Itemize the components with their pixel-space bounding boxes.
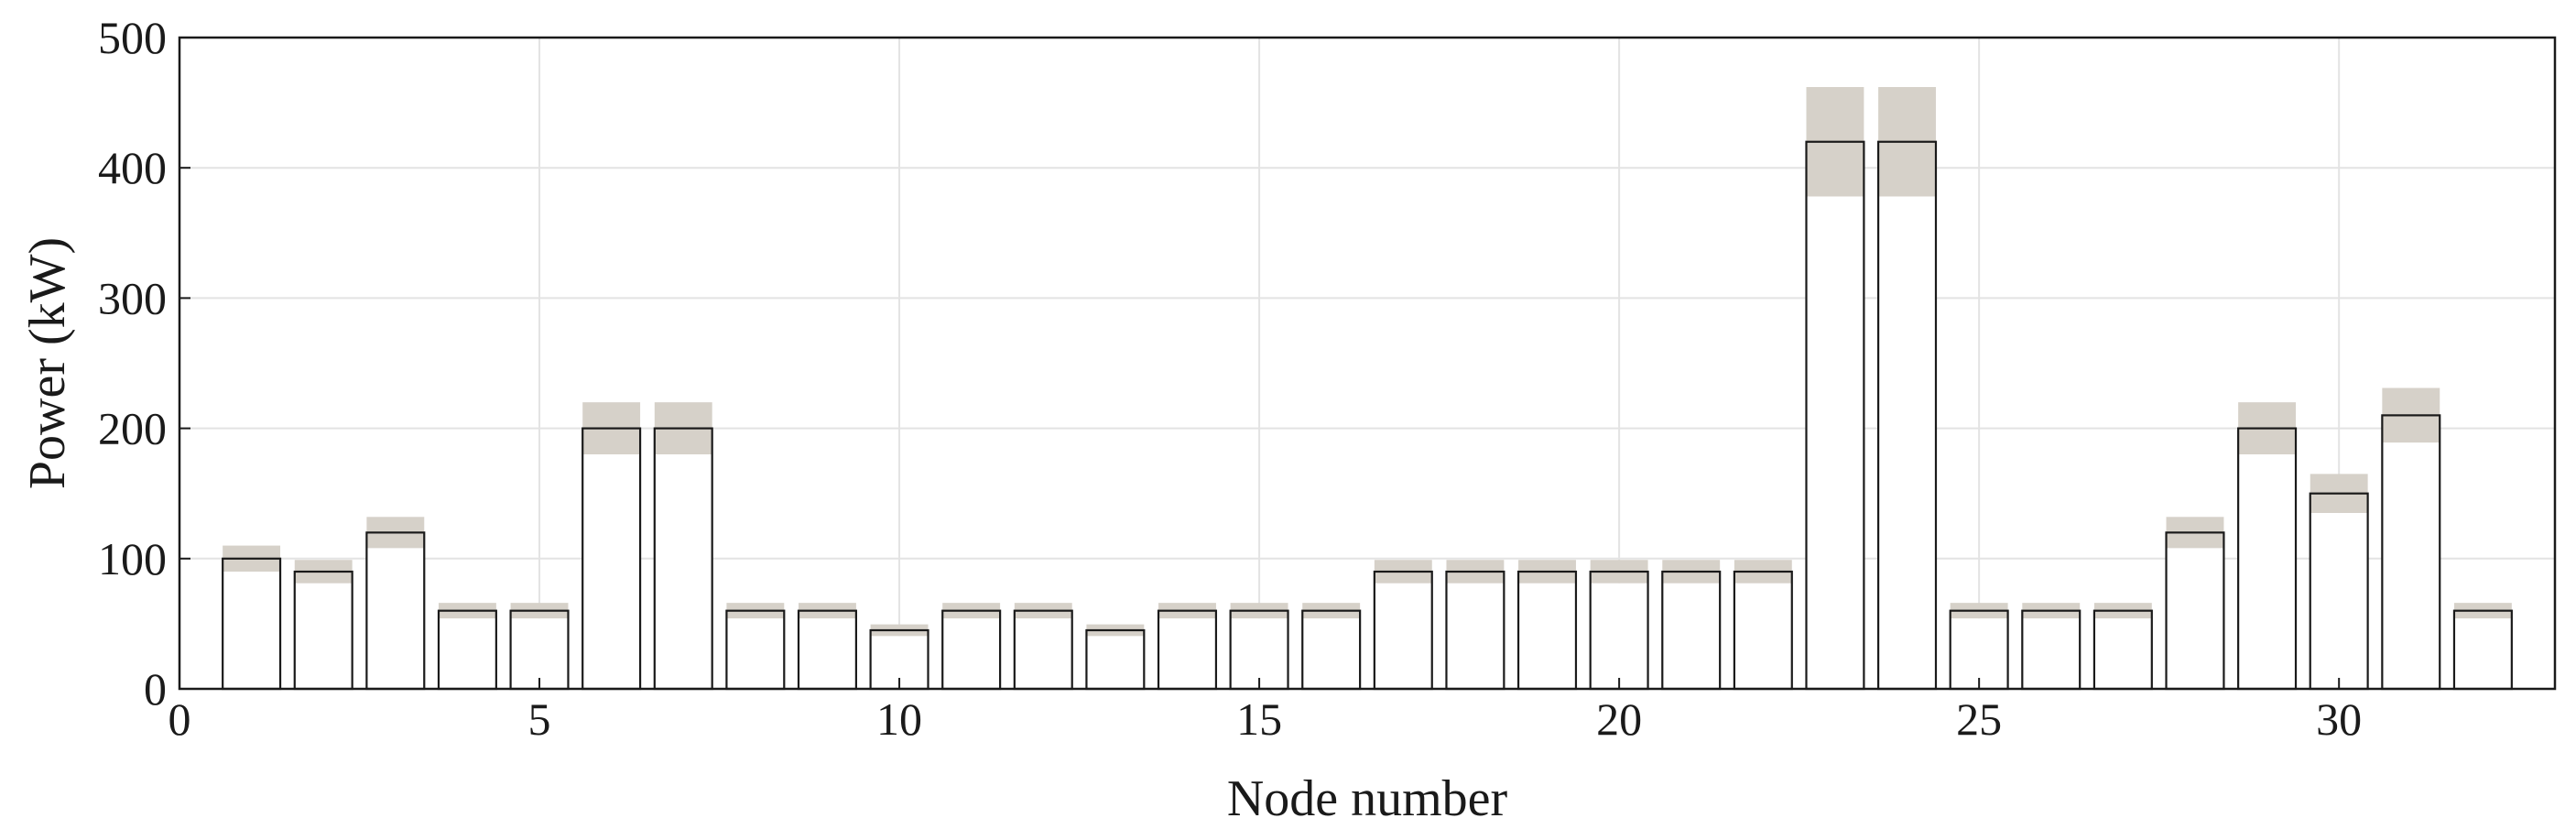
bar-fill-node-20 bbox=[1590, 583, 1648, 689]
bar-fill-node-18 bbox=[1446, 583, 1505, 689]
y-tick-label: 500 bbox=[98, 12, 167, 63]
x-tick-label: 20 bbox=[1596, 693, 1642, 745]
bar-fill-node-17 bbox=[1374, 583, 1432, 689]
x-axis-label: Node number bbox=[1227, 770, 1508, 827]
grid-lines bbox=[179, 38, 2555, 689]
bar-fill-node-23 bbox=[1806, 196, 1864, 689]
bar-fill-node-27 bbox=[2093, 618, 2152, 689]
bar-fill-node-9 bbox=[799, 618, 856, 689]
bar-fill-node-31 bbox=[2382, 442, 2440, 689]
bar-fill-node-5 bbox=[510, 618, 569, 689]
y-tick-label: 100 bbox=[98, 533, 167, 584]
bar-fill-node-25 bbox=[1950, 618, 2008, 689]
x-tick-label: 15 bbox=[1236, 693, 1282, 745]
bar-fill-node-16 bbox=[1302, 618, 1361, 689]
y-tick-label: 300 bbox=[98, 272, 167, 323]
x-axis-ticks: 0 5 10 15 20 25 30 bbox=[168, 678, 2362, 745]
bar-fill-node-2 bbox=[294, 583, 353, 689]
x-tick-label: 30 bbox=[2316, 693, 2362, 745]
y-axis-label: Power (kW) bbox=[19, 237, 76, 489]
bar-fill-node-28 bbox=[2166, 548, 2224, 689]
x-tick-label: 25 bbox=[1956, 693, 2002, 745]
bar-fill-node-19 bbox=[1518, 583, 1576, 689]
y-tick-label: 200 bbox=[98, 403, 167, 454]
x-tick-label: 0 bbox=[168, 693, 191, 745]
bar-fill-node-1 bbox=[223, 572, 281, 689]
y-tick-label: 0 bbox=[144, 663, 167, 715]
y-axis-ticks: 0 100 200 300 400 500 bbox=[98, 12, 190, 715]
x-tick-label: 10 bbox=[876, 693, 922, 745]
bar-fill-node-6 bbox=[582, 454, 641, 689]
bar-fill-node-14 bbox=[1158, 618, 1216, 689]
bar-fill-node-12 bbox=[1014, 618, 1072, 689]
bar-fill-node-32 bbox=[2453, 618, 2512, 689]
y-tick-label: 400 bbox=[98, 142, 167, 193]
bar-fill-node-26 bbox=[2022, 618, 2081, 689]
bar-fill-node-24 bbox=[1878, 196, 1936, 689]
bar-fill-node-13 bbox=[1086, 636, 1145, 689]
bar-fill-node-8 bbox=[726, 618, 785, 689]
bar-fill-node-7 bbox=[654, 454, 712, 689]
bar-fill-node-29 bbox=[2238, 454, 2297, 689]
bar-fill-node-30 bbox=[2310, 513, 2368, 689]
bar-fill-node-21 bbox=[1662, 583, 1721, 689]
plot-frame bbox=[178, 36, 2557, 691]
bar-fill-node-3 bbox=[366, 548, 425, 689]
bar-fill-node-4 bbox=[438, 618, 496, 689]
bar-fill-node-11 bbox=[942, 618, 1001, 689]
x-tick-label: 5 bbox=[528, 693, 551, 745]
bar-fill-node-15 bbox=[1230, 618, 1288, 689]
bar-fill-node-22 bbox=[1734, 583, 1792, 689]
